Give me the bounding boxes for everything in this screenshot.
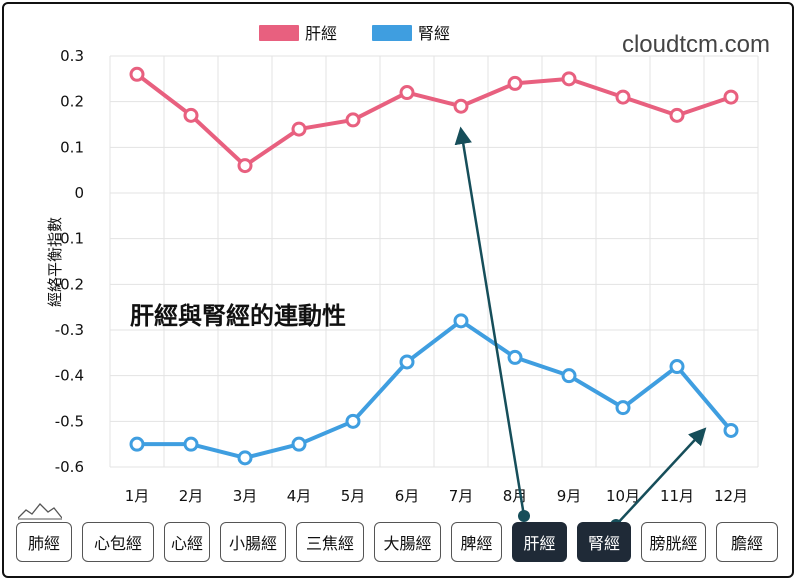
data-point	[615, 89, 631, 105]
x-tick-label: 1月	[125, 487, 150, 505]
tab-8[interactable]: 肝經	[512, 522, 567, 562]
data-point	[669, 359, 685, 375]
chart-frame: 0.3 0.2 0.1 0 -0.1 -0.2 -0.3 -0.4 -0.5 -0.6 1月 2月 3月…	[2, 2, 794, 578]
data-point	[183, 107, 199, 123]
x-tick-label: 4月	[287, 487, 312, 505]
legend-label: 肝經	[305, 24, 337, 43]
data-point	[723, 422, 739, 438]
data-point	[237, 158, 253, 174]
data-point	[561, 368, 577, 384]
tab-10[interactable]: 膀胱經	[641, 522, 706, 562]
data-point	[615, 400, 631, 416]
arrow-liver	[454, 126, 526, 517]
arrow-origin-dot	[518, 510, 530, 522]
x-tick-label: 6月	[395, 487, 420, 505]
tab-5[interactable]: 三焦經	[296, 522, 364, 562]
y-tick-label: -0.6	[55, 458, 84, 476]
legend-label: 腎經	[418, 24, 450, 43]
x-tick-label: 2月	[179, 487, 204, 505]
y-tick-label: -0.3	[55, 321, 84, 339]
data-point	[291, 436, 307, 452]
y-tick-label: -0.2	[55, 275, 84, 293]
y-tick-label: -0.4	[55, 367, 84, 385]
tab-7[interactable]: 脾經	[451, 522, 502, 562]
data-point	[453, 98, 469, 114]
x-tick-label: 5月	[341, 487, 366, 505]
y-tick-label: -0.1	[55, 230, 84, 248]
series-line	[135, 72, 732, 168]
data-point	[129, 66, 145, 82]
y-tick-label: 0.1	[60, 138, 84, 156]
series-line	[137, 318, 733, 460]
data-point	[237, 450, 253, 466]
y-tick-label: 0.3	[60, 47, 84, 65]
y-tick-label: -0.5	[55, 412, 84, 430]
data-point	[291, 121, 307, 137]
x-tick-label: 12月	[714, 487, 748, 505]
data-point	[507, 349, 523, 365]
mountain-chart-icon	[18, 503, 62, 520]
line-chart: 0.3 0.2 0.1 0 -0.1 -0.2 -0.3 -0.4 -0.5 -0.6 1月 2月 3月…	[46, 24, 770, 524]
x-tick-label: 11月	[660, 487, 694, 505]
tab-9[interactable]: 腎經	[577, 522, 631, 562]
tab-6[interactable]: 大腸經	[374, 522, 441, 562]
x-tick-label: 9月	[557, 487, 582, 505]
data-point	[345, 112, 361, 128]
legend-swatch	[259, 25, 299, 41]
y-tick-label: 0.2	[60, 93, 84, 111]
x-tick-label: 8月	[503, 487, 528, 505]
data-point	[399, 85, 415, 101]
data-point	[183, 436, 199, 452]
arrow-kidney	[615, 427, 707, 524]
chart-annotation: 肝經與腎經的連動性	[130, 302, 346, 330]
tab-4[interactable]: 小腸經	[220, 522, 286, 562]
y-axis-label: 經絡平衡指數	[46, 217, 64, 307]
data-point	[723, 89, 739, 105]
legend-swatch	[372, 25, 412, 41]
data-point	[129, 436, 145, 452]
y-tick-label: 0	[74, 184, 84, 202]
data-point	[669, 107, 685, 123]
data-point	[345, 413, 361, 429]
data-point	[453, 313, 469, 329]
data-point	[561, 71, 577, 87]
x-tick-label: 7月	[449, 487, 474, 505]
x-tick-label: 3月	[233, 487, 258, 505]
data-point	[399, 354, 415, 370]
tab-3[interactable]: 心經	[164, 522, 210, 562]
x-tick-label: 10月	[606, 487, 640, 505]
data-point	[507, 75, 523, 91]
meridian-tab-bar: 肺經 心包經 心經 小腸經 三焦經 大腸經 脾經 肝經 腎經 膀胱經 膽經	[4, 522, 792, 568]
watermark-text: cloudtcm.com	[622, 31, 770, 58]
tab-11[interactable]: 膽經	[716, 522, 778, 562]
tab-1[interactable]: 肺經	[16, 522, 72, 562]
tab-2[interactable]: 心包經	[82, 522, 154, 562]
